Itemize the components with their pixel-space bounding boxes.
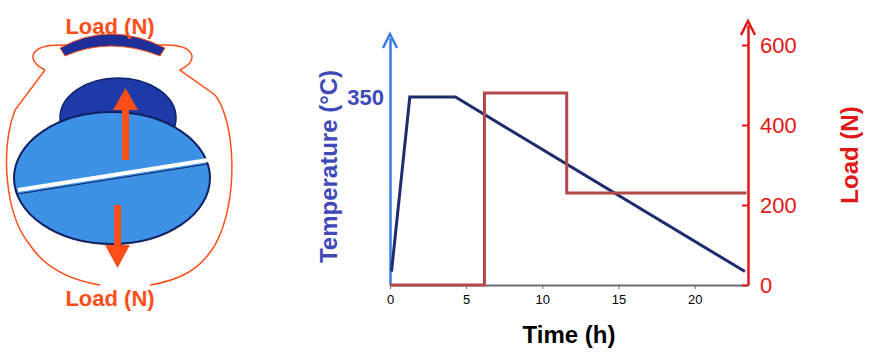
x-tick-mark — [542, 285, 543, 289]
specimen-diagram: Load (N) Load (N) — [7, 14, 232, 311]
clamp-outline — [7, 45, 232, 285]
y2-tick-label: 200 — [760, 193, 797, 218]
y-axis-arrow — [383, 34, 397, 48]
arrow-down-shaft — [114, 205, 121, 247]
bond-line — [18, 160, 208, 190]
y2-tick-label: 600 — [760, 33, 797, 58]
x-tick: 10 — [536, 285, 550, 307]
x-axis: 0 5 10 15 20 — [387, 285, 749, 307]
x-tick-label: 5 — [463, 292, 470, 307]
x-tick: 0 — [387, 285, 394, 307]
y2-axis-arrow — [741, 21, 755, 35]
y-tick-label: 350 — [347, 85, 384, 110]
load-line — [390, 93, 746, 285]
temperature-line — [392, 97, 745, 272]
y2-tick-mark — [742, 45, 748, 47]
specimen-body — [14, 112, 210, 244]
y-axis: 350 — [347, 39, 390, 286]
y2-tick: 600 — [742, 33, 797, 58]
y2-tick-mark — [742, 285, 748, 287]
x-tick-label: 20 — [688, 292, 702, 307]
x-tick-label: 10 — [536, 292, 550, 307]
y2-axis-line — [747, 26, 750, 286]
bond-line-edge — [18, 164, 208, 194]
y2-tick-label: 0 — [760, 273, 772, 298]
x-tick-mark — [619, 285, 620, 289]
x-axis-title: Time (h) — [523, 321, 616, 348]
y2-axis-title: Load (N) — [836, 106, 863, 203]
y2-axis: 0 200 400 600 — [742, 26, 797, 298]
y2-tick: 400 — [742, 113, 797, 138]
y-tick: 350 — [347, 85, 390, 110]
x-tick: 15 — [612, 285, 626, 307]
y2-tick-mark — [742, 205, 748, 207]
x-tick: 5 — [463, 285, 470, 307]
x-tick-label: 0 — [387, 292, 394, 307]
diagram-label: Load (N) — [65, 286, 154, 311]
y-axis-line — [389, 39, 392, 286]
y-axis-title: Temperature (°C) — [315, 70, 342, 263]
plot-area — [390, 93, 746, 285]
y2-tick-mark — [742, 125, 748, 127]
y2-tick-label: 400 — [760, 113, 797, 138]
x-tick-label: 15 — [612, 292, 626, 307]
x-tick: 20 — [688, 285, 702, 307]
y2-tick: 200 — [742, 193, 797, 218]
x-tick-mark — [695, 285, 696, 289]
arrow-up-head — [113, 88, 138, 110]
chart: Load (N) Load (N) 0 5 10 15 20 350 0 200 400 600 Tim… — [0, 0, 895, 361]
diagram-label: Load (N) — [65, 14, 154, 39]
y2-tick: 0 — [742, 273, 772, 298]
arrow-down-head — [105, 245, 130, 268]
arrow-up-shaft — [122, 108, 129, 160]
